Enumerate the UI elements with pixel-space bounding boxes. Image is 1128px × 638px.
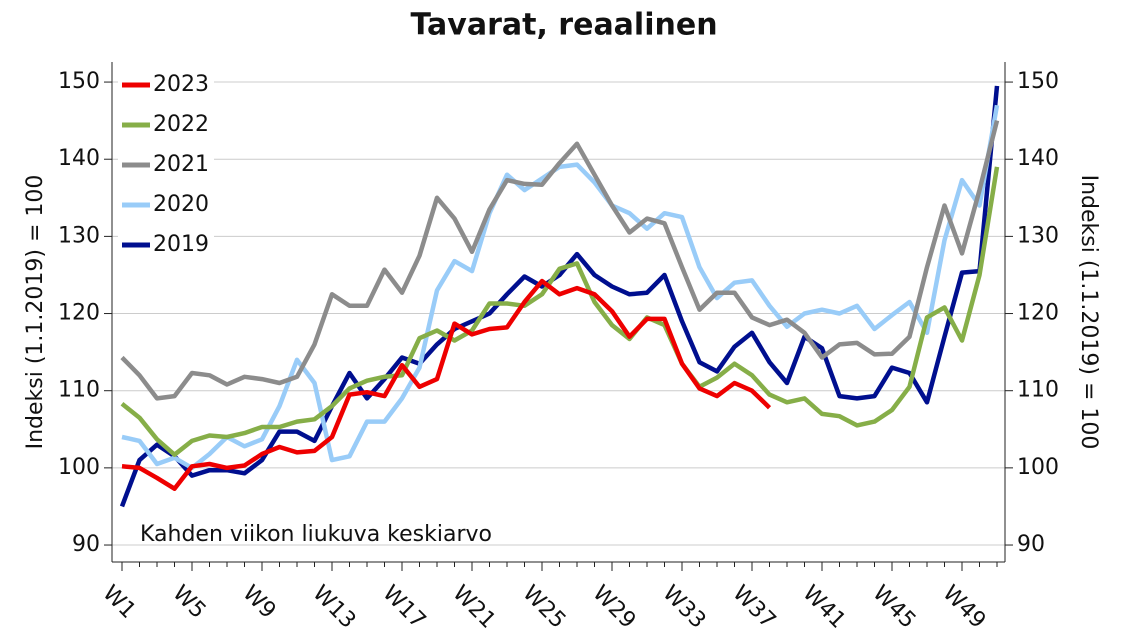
annotation: Kahden viikon liukuva keskiarvo bbox=[140, 522, 492, 547]
legend-label: 2021 bbox=[153, 152, 209, 177]
y-tick-label: 150 bbox=[58, 69, 100, 94]
legend-label: 2022 bbox=[153, 112, 209, 137]
x-tick-label: W41 bbox=[798, 581, 851, 634]
y2-tick-label: 120 bbox=[1017, 301, 1059, 326]
y2-tick-label: 100 bbox=[1017, 455, 1059, 480]
x-tick-label: W1 bbox=[98, 581, 141, 624]
series-line bbox=[120, 166, 1000, 457]
y2-tick-label: 150 bbox=[1017, 69, 1059, 94]
series-line bbox=[120, 120, 1000, 401]
y2-tick-label: 110 bbox=[1017, 378, 1059, 403]
x-tick-label: W37 bbox=[728, 581, 781, 634]
y-tick-label: 90 bbox=[72, 532, 100, 557]
y-axis-label: Indeksi (1.1.2019) = 100 bbox=[23, 175, 48, 450]
x-tick-label: W25 bbox=[518, 581, 571, 634]
y-tick-label: 100 bbox=[58, 455, 100, 480]
x-tick-label: W45 bbox=[868, 581, 921, 634]
y-tick-label: 140 bbox=[58, 146, 100, 171]
y-tick-label: 110 bbox=[58, 378, 100, 403]
chart-title: Tavarat, reaalinen bbox=[410, 8, 717, 43]
y2-tick-label: 140 bbox=[1017, 146, 1059, 171]
x-tick-label: W9 bbox=[238, 581, 281, 624]
x-tick-label: W5 bbox=[168, 581, 211, 624]
x-tick-label: W49 bbox=[938, 581, 991, 634]
legend-label: 2019 bbox=[153, 232, 209, 257]
y2-tick-label: 90 bbox=[1017, 532, 1045, 557]
y2-tick-label: 130 bbox=[1017, 223, 1059, 248]
legend-label: 2023 bbox=[153, 72, 209, 97]
x-tick-label: W21 bbox=[448, 581, 501, 634]
y2-axis-label: Indeksi (1.1.2019) = 100 bbox=[1076, 175, 1101, 450]
legend-label: 2020 bbox=[153, 192, 209, 217]
x-tick-label: W29 bbox=[588, 581, 641, 634]
y-tick-label: 130 bbox=[58, 223, 100, 248]
x-tick-label: W33 bbox=[658, 581, 711, 634]
y-tick-label: 120 bbox=[58, 301, 100, 326]
x-tick-label: W13 bbox=[308, 581, 361, 634]
series-line bbox=[121, 278, 772, 491]
x-tick-label: W17 bbox=[378, 581, 431, 634]
